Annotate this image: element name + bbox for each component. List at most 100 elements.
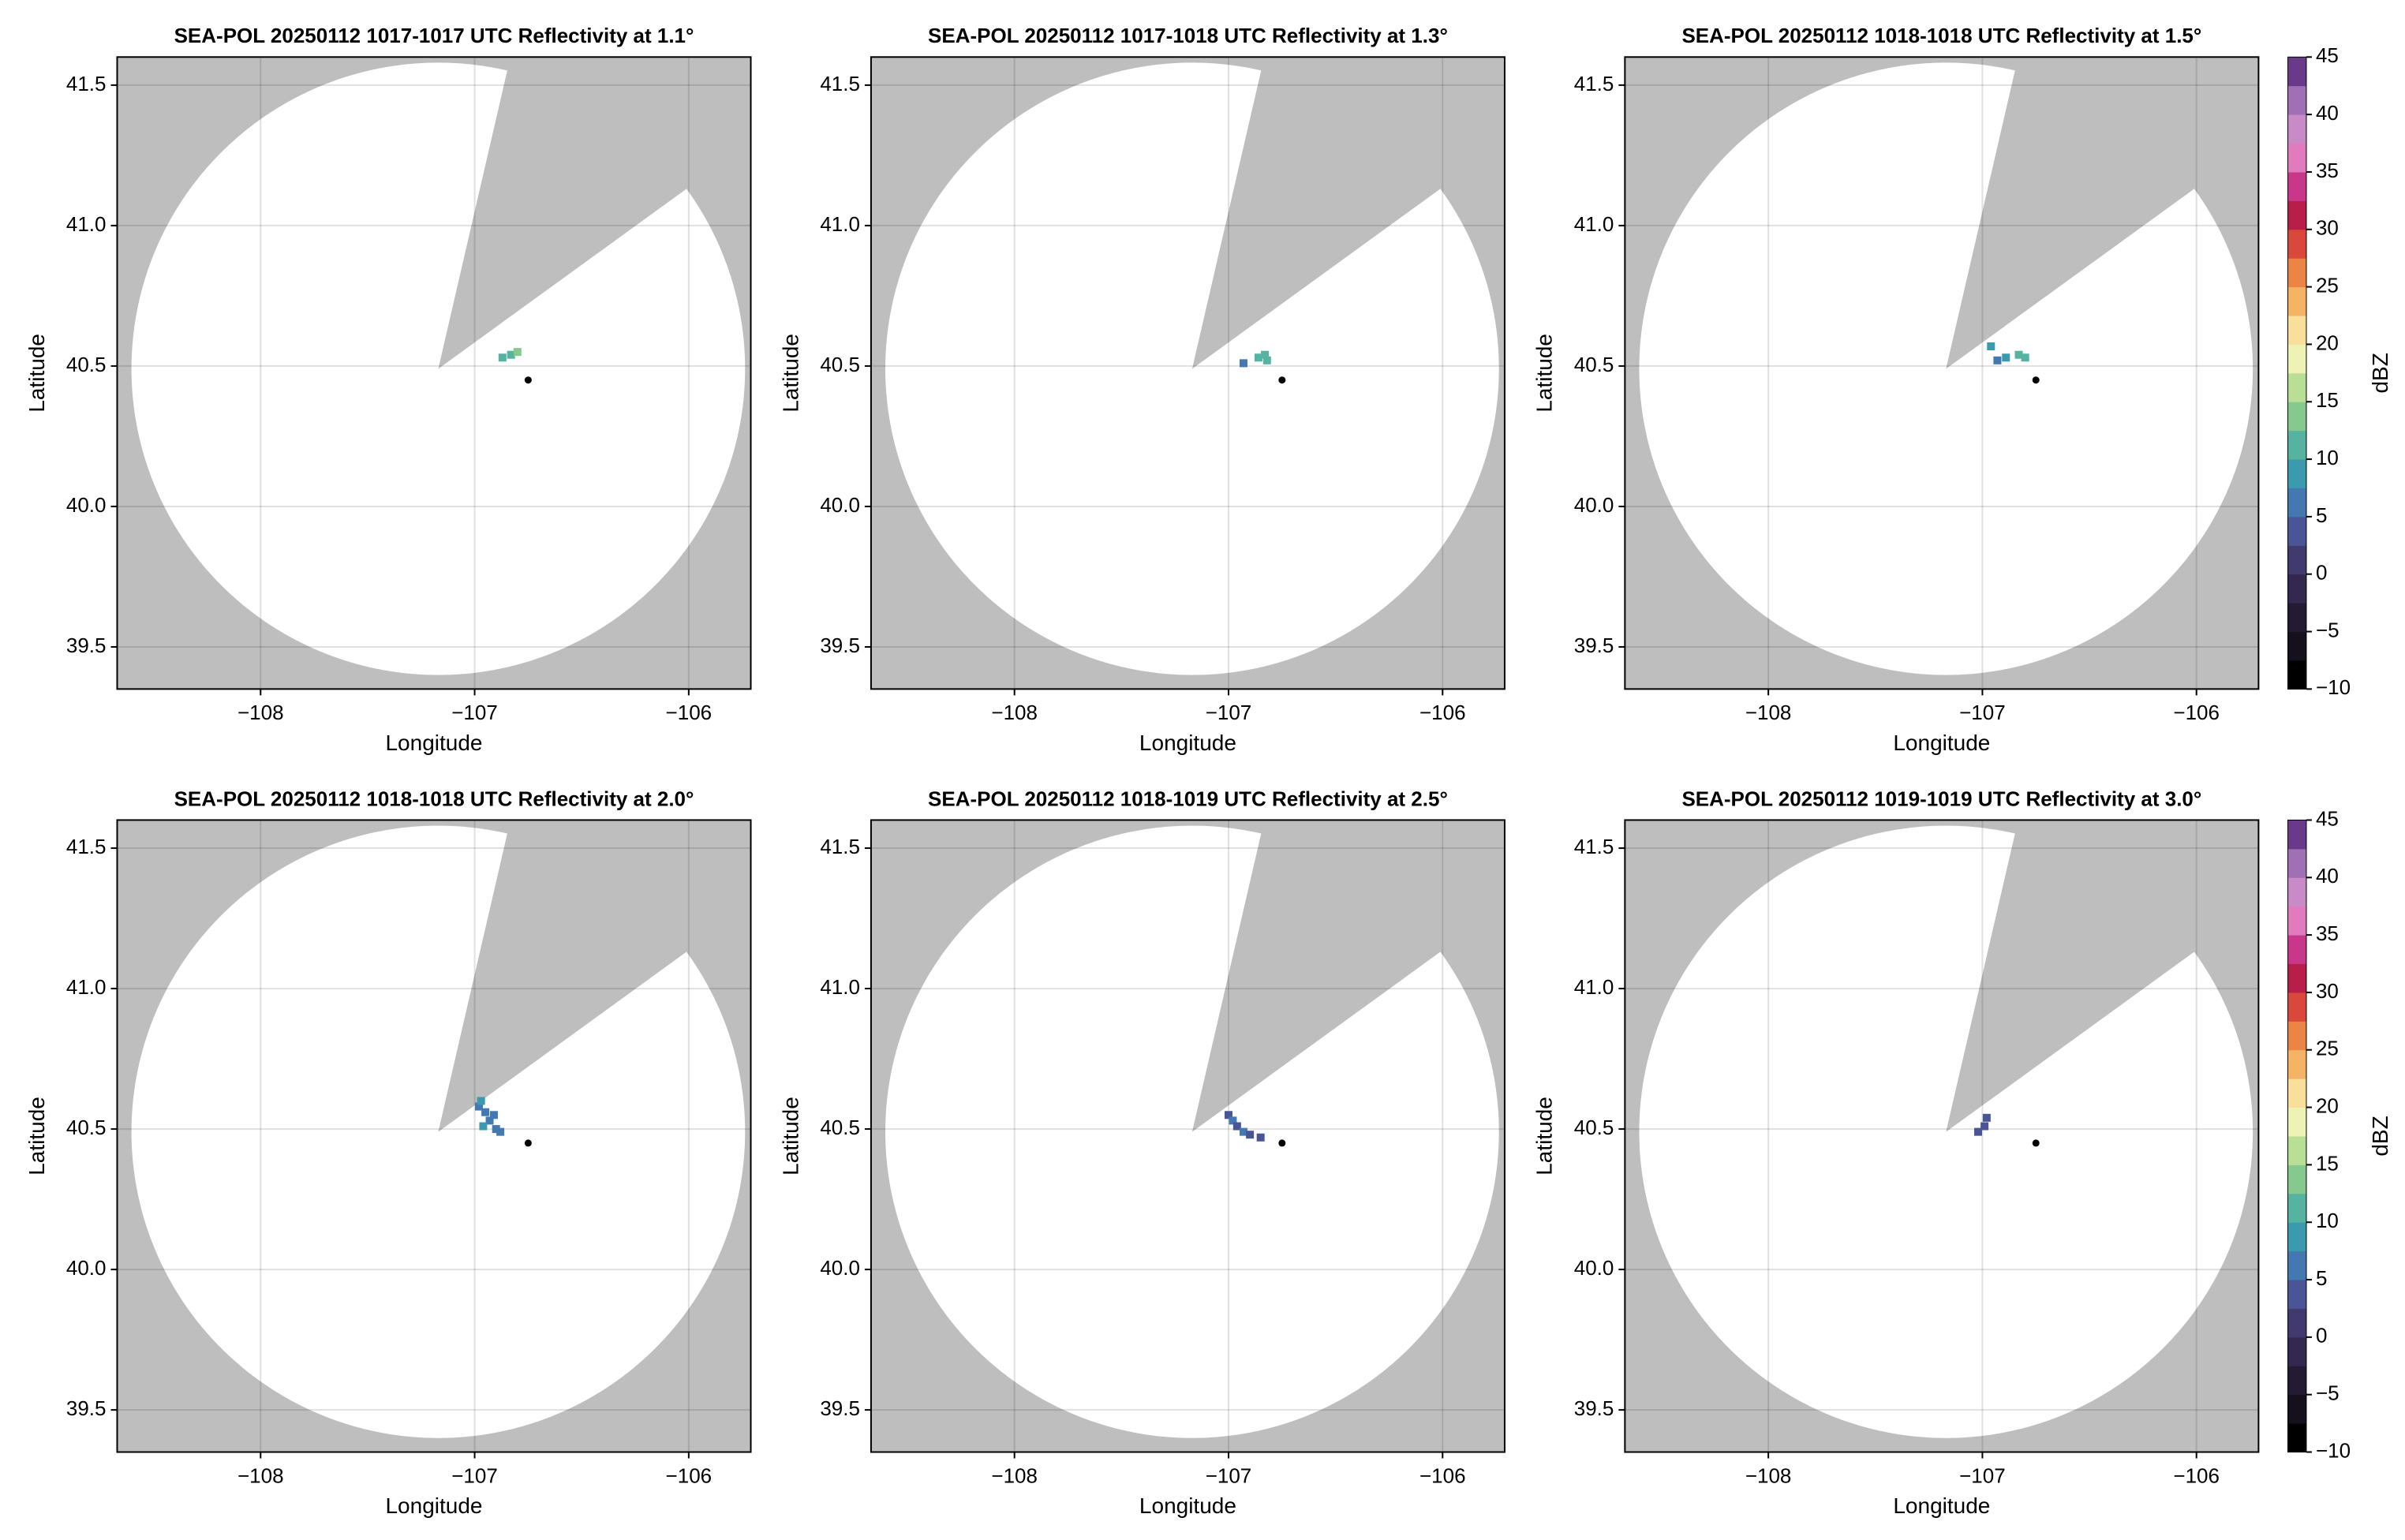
y-tick-label: 39.5 bbox=[66, 634, 107, 657]
colorbar-tick-label: 10 bbox=[2316, 1209, 2339, 1232]
y-tick-label: 41.0 bbox=[1574, 212, 1614, 236]
colorbar-bin bbox=[2287, 603, 2306, 633]
echo bbox=[507, 350, 515, 359]
colorbar-tick-label: 5 bbox=[2316, 1266, 2327, 1290]
colorbar-bin bbox=[2287, 1164, 2306, 1194]
colorbar-bin bbox=[2287, 1021, 2306, 1051]
y-tick-label: 41.5 bbox=[820, 72, 860, 95]
y-tick-label: 40.5 bbox=[1574, 1116, 1614, 1139]
colorbar-tick-label: 10 bbox=[2316, 446, 2339, 469]
y-tick-label: 41.0 bbox=[66, 212, 107, 236]
panel: −108 −107 −106 39.5 40.0 40.5 41.0 41.5 SEA-POL … bbox=[1532, 24, 2392, 755]
echo bbox=[1262, 356, 1271, 364]
y-tick-label: 40.0 bbox=[1574, 1256, 1614, 1280]
colorbar-tick-label: 20 bbox=[2316, 331, 2339, 354]
colorbar-bin bbox=[2287, 574, 2306, 604]
panel: −108 −107 −106 39.5 40.0 40.5 41.0 41.5 SEA-POL … bbox=[778, 787, 1505, 1518]
colorbar-bin bbox=[2287, 1049, 2306, 1079]
x-tick-label: −108 bbox=[1745, 701, 1792, 724]
colorbar-bin bbox=[2287, 402, 2306, 432]
colorbar-bin bbox=[2287, 114, 2306, 144]
echo bbox=[489, 1111, 498, 1119]
site-marker bbox=[524, 376, 532, 384]
y-axis-label: Latitude bbox=[778, 334, 802, 413]
echo bbox=[496, 1127, 505, 1136]
colorbar-tick-label: −10 bbox=[2316, 675, 2351, 699]
colorbar-bin bbox=[2287, 372, 2306, 402]
x-tick-label: −108 bbox=[238, 1463, 284, 1487]
y-tick-label: 41.0 bbox=[66, 975, 107, 999]
y-tick-label: 39.5 bbox=[820, 1396, 860, 1420]
x-tick-label: −107 bbox=[1206, 701, 1252, 724]
colorbar-bin bbox=[2287, 258, 2306, 288]
colorbar-tick-label: 35 bbox=[2316, 159, 2339, 182]
colorbar-bin bbox=[2287, 516, 2306, 546]
colorbar-bin bbox=[2287, 963, 2306, 993]
colorbar-bin bbox=[2287, 820, 2306, 850]
echo bbox=[1982, 1113, 1991, 1122]
x-tick-label: −108 bbox=[238, 701, 284, 724]
echo bbox=[1261, 350, 1270, 359]
colorbar-label: dBZ bbox=[2368, 1116, 2392, 1156]
x-axis-label: Longitude bbox=[1893, 731, 1990, 755]
colorbar-tick-label: 35 bbox=[2316, 921, 2339, 945]
colorbar-tick-label: −10 bbox=[2316, 1438, 2351, 1462]
x-tick-label: −106 bbox=[666, 1463, 713, 1487]
plot-frame bbox=[1624, 56, 2260, 690]
plot-area bbox=[870, 820, 1505, 1452]
colorbar-bin bbox=[2287, 1250, 2306, 1280]
colorbar-bin bbox=[2287, 229, 2306, 259]
y-tick-label: 40.0 bbox=[820, 493, 860, 517]
site-marker bbox=[2032, 376, 2040, 384]
colorbar-bin bbox=[2287, 1336, 2306, 1366]
colorbar-bin bbox=[2287, 1107, 2306, 1137]
coverage bbox=[885, 62, 1499, 675]
colorbar-tick-label: 0 bbox=[2316, 1324, 2327, 1348]
site-marker bbox=[1278, 376, 1286, 384]
plot-area bbox=[117, 57, 751, 690]
plot-frame bbox=[1624, 819, 2260, 1453]
y-axis-label: Latitude bbox=[24, 334, 49, 413]
y-tick-label: 41.5 bbox=[820, 835, 860, 858]
plot-area bbox=[1625, 57, 2259, 690]
echo bbox=[474, 1102, 483, 1111]
y-tick-label: 40.5 bbox=[820, 1116, 860, 1139]
y-tick-label: 40.5 bbox=[66, 1116, 107, 1139]
echo bbox=[1973, 1127, 1982, 1136]
x-axis-label: Longitude bbox=[385, 1493, 482, 1518]
colorbar-tick-label: 5 bbox=[2316, 503, 2327, 527]
echo bbox=[1229, 1116, 1237, 1125]
colorbar-tick-label: 40 bbox=[2316, 864, 2339, 888]
coverage bbox=[1639, 62, 2254, 675]
y-tick-label: 39.5 bbox=[66, 1396, 107, 1420]
plot-area bbox=[870, 57, 1505, 690]
colorbar-bin bbox=[2287, 286, 2306, 316]
colorbar-bin bbox=[2287, 1135, 2306, 1165]
x-tick-label: −106 bbox=[666, 701, 713, 724]
colorbar-bin bbox=[2287, 1394, 2306, 1424]
echo bbox=[2002, 353, 2010, 362]
x-axis-label: Longitude bbox=[1139, 731, 1236, 755]
chart-title: SEA-POL 20250112 1018-1018 UTC Reflectiv… bbox=[1681, 24, 2201, 47]
echo bbox=[1239, 1127, 1247, 1136]
colorbar-bin bbox=[2287, 1193, 2306, 1223]
colorbar-bin bbox=[2287, 430, 2306, 460]
y-tick-label: 41.5 bbox=[1574, 72, 1614, 95]
y-tick-label: 41.0 bbox=[1574, 975, 1614, 999]
site-marker bbox=[2032, 1139, 2040, 1147]
chart-title: SEA-POL 20250112 1018-1018 UTC Reflectiv… bbox=[174, 787, 694, 810]
y-tick-label: 40.5 bbox=[820, 353, 860, 376]
colorbar-bin bbox=[2287, 992, 2306, 1022]
x-tick-label: −106 bbox=[2173, 1463, 2220, 1487]
echo bbox=[2021, 353, 2029, 362]
panel: −108 −107 −106 39.5 40.0 40.5 41.0 41.5 SEA-POL … bbox=[24, 24, 752, 755]
y-tick-label: 41.5 bbox=[1574, 835, 1614, 858]
panel: −108 −107 −106 39.5 40.0 40.5 41.0 41.5 SEA-POL … bbox=[24, 787, 752, 1518]
colorbar-bin bbox=[2287, 848, 2306, 878]
coverage bbox=[1639, 825, 2254, 1438]
y-tick-label: 41.5 bbox=[66, 72, 107, 95]
colorbar-tick-label: 25 bbox=[2316, 273, 2339, 297]
x-tick-label: −107 bbox=[1959, 701, 2006, 724]
y-tick-label: 39.5 bbox=[1574, 1396, 1614, 1420]
echo bbox=[1239, 359, 1247, 368]
